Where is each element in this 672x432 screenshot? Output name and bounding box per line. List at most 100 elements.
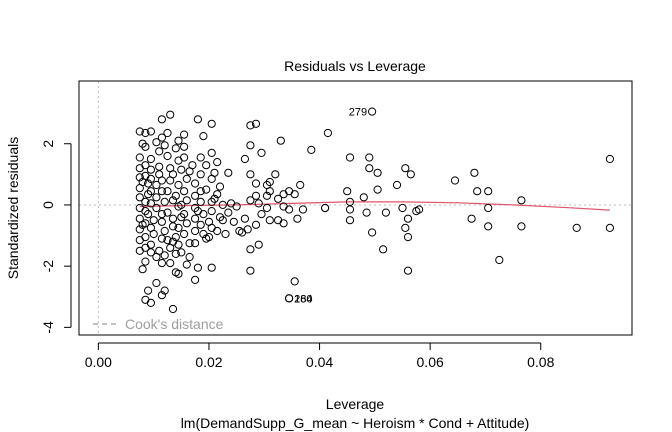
data-point [359,193,368,202]
data-point [177,165,186,174]
data-point [221,229,230,239]
data-point [365,164,374,173]
data-point [171,144,180,153]
data-point [246,196,255,205]
data-point [262,203,272,213]
data-point [149,216,158,225]
data-point [362,208,371,217]
data-point [160,226,169,236]
data-point [572,223,581,232]
data-point [235,226,244,236]
data-point [141,243,150,252]
data-point [146,187,155,196]
data-point [191,226,200,236]
data-point [160,197,169,206]
data-point [191,203,200,213]
data-point [163,236,172,245]
data-point [605,223,615,232]
data-point [152,193,161,202]
data-point [240,214,249,223]
data-point [171,249,180,258]
data-point [152,252,161,262]
cooks-distance-legend-label: Cook's distance [125,316,224,332]
x-tick-label: 0.08 [527,354,554,370]
data-point [141,197,150,206]
data-point [155,147,164,156]
data-point [157,187,166,196]
data-point [168,222,178,231]
data-point [157,234,166,243]
data-point [246,266,255,275]
data-point [484,187,493,196]
smoother-line [139,201,610,211]
data-point [379,245,388,254]
data-point [141,128,150,138]
data-point [215,182,225,191]
data-point [157,291,166,300]
data-point [213,190,222,199]
data-point [185,167,194,176]
data-point [163,208,172,217]
data-point [274,216,283,225]
data-point [185,252,194,262]
data-point [191,239,200,248]
x-tick-label: 0.02 [195,354,222,370]
data-point [262,191,272,200]
data-point [141,161,150,170]
data-point [345,216,355,225]
data-point [177,248,186,257]
data-point [138,139,147,148]
data-point [144,210,153,219]
data-point [141,233,150,242]
data-point [229,217,238,226]
data-point [163,187,172,196]
data-point [144,179,153,188]
data-point [467,214,476,223]
data-point [182,219,191,228]
data-point [146,199,155,208]
data-point [146,165,155,174]
data-point [373,168,382,177]
data-point [343,187,352,196]
data-point [191,179,200,188]
data-point [605,154,615,164]
data-point [254,199,263,208]
data-point [207,207,216,216]
data-point [224,208,233,217]
data-point [171,191,180,200]
point-label: 279 [349,107,367,119]
data-point [232,202,241,211]
data-point [193,115,202,124]
data-point [401,223,410,232]
data-point [406,170,415,179]
data-point [180,187,189,196]
data-point [163,128,172,138]
data-point [185,239,194,248]
data-point [207,119,216,128]
data-point [202,161,211,170]
data-point [345,153,355,162]
data-point [246,170,255,179]
data-point [207,263,216,272]
y-tick-label: -4 [40,321,56,334]
data-point [160,251,169,260]
data-point [517,196,526,205]
data-point [207,223,216,232]
x-axis-label: Leverage [326,396,385,412]
data-point [177,200,186,209]
data-point [152,278,161,288]
data-point [135,225,144,234]
data-point [160,141,169,150]
data-point [168,304,178,314]
data-point [293,214,302,223]
cooks-distance-legend: Cook's distance [93,316,224,332]
data-point [240,154,249,164]
data-point [157,176,166,185]
data-point [207,174,216,183]
data-point [251,119,261,128]
data-point [290,277,299,286]
data-point [246,141,255,150]
data-point [473,187,482,196]
